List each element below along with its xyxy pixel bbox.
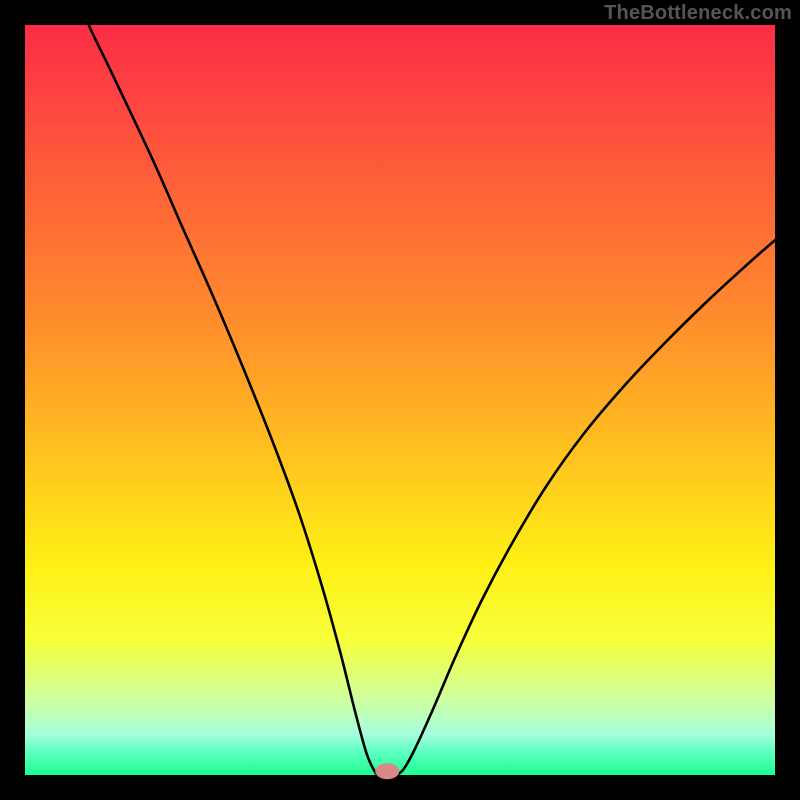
bottleneck-chart: [0, 0, 800, 800]
plot-background: [25, 25, 775, 775]
watermark-text: TheBottleneck.com: [604, 2, 792, 25]
optimal-point-marker: [375, 763, 399, 779]
